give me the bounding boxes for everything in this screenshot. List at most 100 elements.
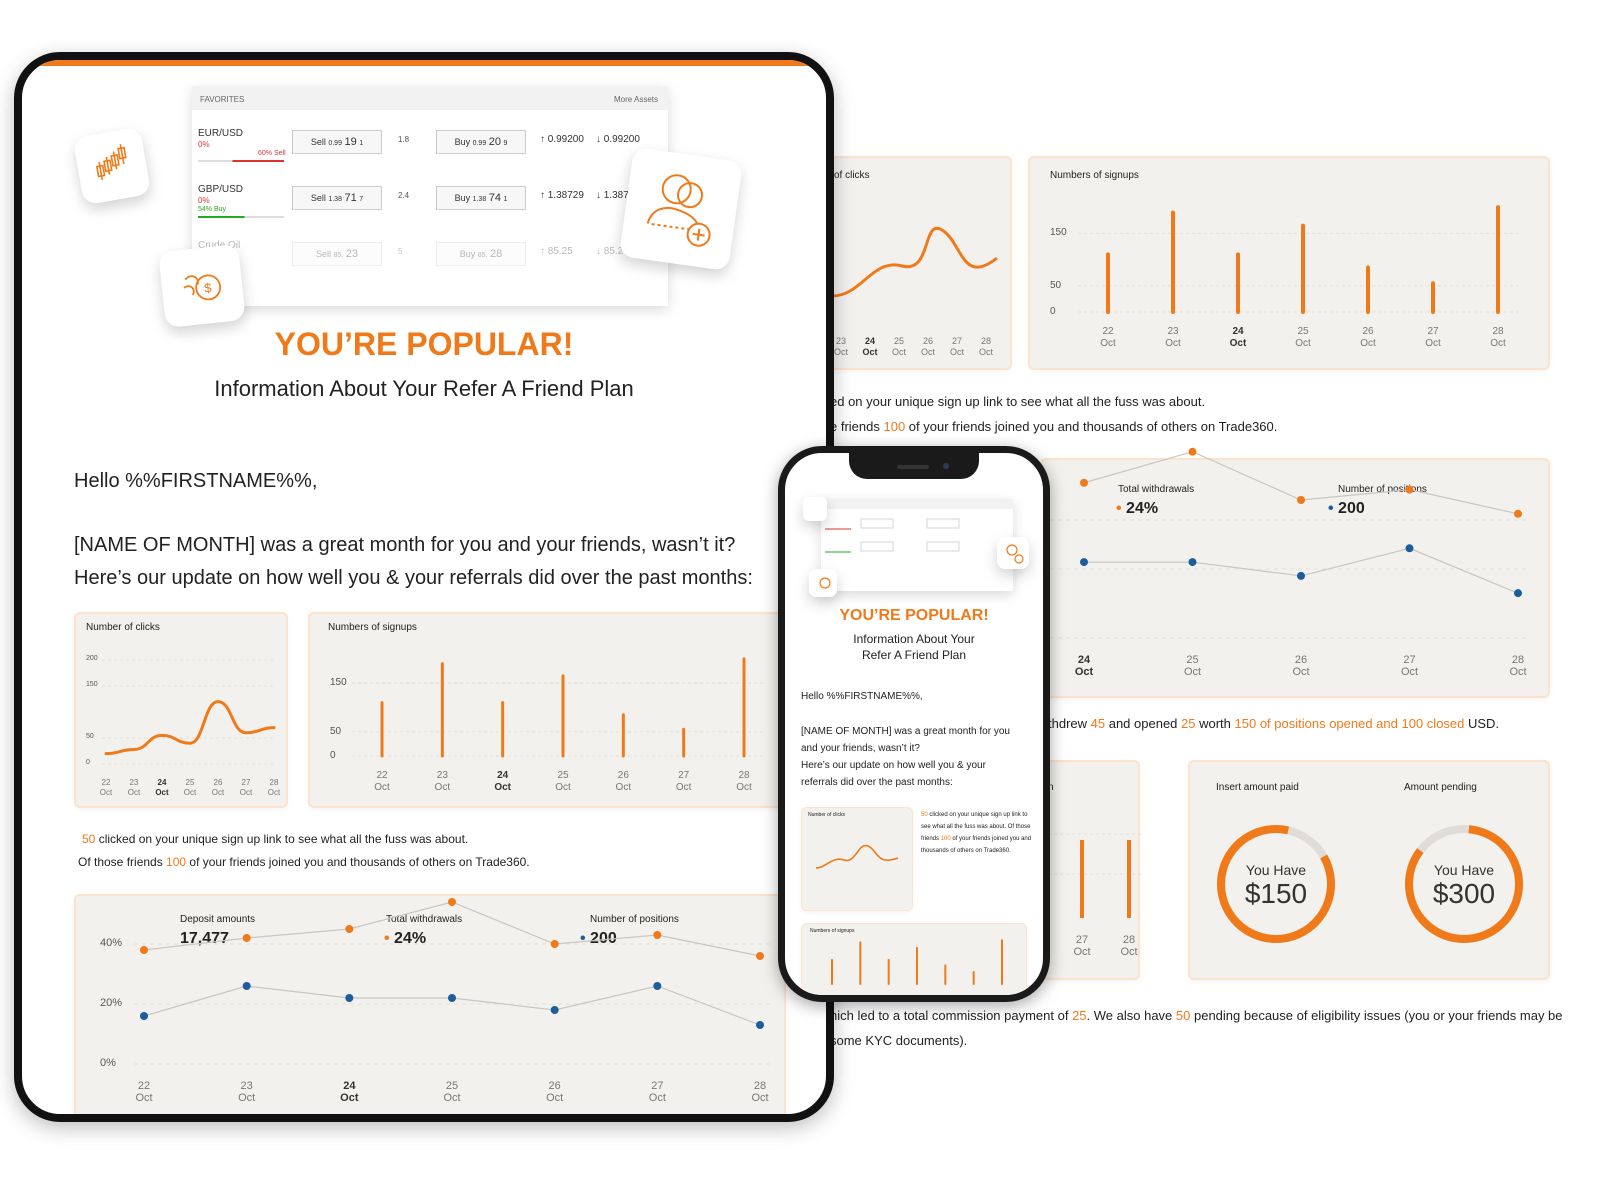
buy-button[interactable]: Buy 0.99 20 9 (436, 130, 526, 154)
paid-value: $150 (1244, 878, 1308, 909)
line-series-line (143, 901, 761, 957)
bg-signups-xtick: 23 Oct (1165, 326, 1181, 349)
bg-line-point (1188, 558, 1197, 567)
positions-label: Number of positions (590, 914, 679, 925)
bg-small-bar-card: n 27 Oct 28 Oct (1040, 760, 1142, 980)
bg-clicks-title: of clicks (834, 170, 870, 181)
intro-line-2: Here’s our update on how well you & your… (74, 567, 753, 589)
line-point (653, 931, 662, 939)
favorites-panel: FAVORITES More Assets EUR/USD 0% 60% Sell S… (192, 86, 668, 306)
bg-line-xtick: 24 Oct (1074, 654, 1094, 678)
signups-ytick: 150 (330, 677, 347, 689)
tablet-screen: FAVORITES More Assets EUR/USD 0% 60% Sell S… (22, 60, 826, 1114)
clicks-xtick: 22 Oct (99, 778, 113, 797)
spread-value: 2.4 (398, 191, 410, 200)
bg-withdraw-label: Total withdrawals (1118, 484, 1195, 495)
bg-signups-card: Numbers of signups 150 50 0 22 Oct 23 Oct 24 Oct… (1028, 156, 1550, 370)
deposit-label: Deposit amounts (180, 914, 256, 925)
phone-clicks-title: Number of clicks (808, 812, 845, 818)
bg-clicks-xtick: 24 Oct (862, 336, 878, 357)
phone-clicks-card: Number of clicks (801, 807, 913, 911)
line-point (448, 898, 456, 906)
accent-bar (22, 60, 826, 66)
camera-dot (943, 463, 949, 469)
sentiment-bar (198, 216, 284, 218)
bg-signups-xtick: 26 Oct (1360, 326, 1376, 349)
bg-commission-sentence: hich led to a total commission payment o… (830, 1008, 1563, 1023)
bg-small-xtick: 28 Oct (1120, 934, 1138, 958)
favorites-label: FAVORITES (200, 95, 245, 104)
page-subtitle: Information About Your Refer A Friend Pl… (214, 376, 634, 401)
line-point (550, 940, 559, 948)
bg-clicks-xtick: 26 Oct (920, 336, 935, 357)
deposit-value: 17,477 (180, 930, 229, 947)
page-title: YOU’RE POPULAR! (274, 326, 574, 362)
line-series-line (143, 985, 761, 1026)
phone-clicks-sentence: 50 clicked on your unique sign up link t… (921, 812, 1032, 854)
line-ytick: 40% (100, 937, 123, 949)
line-ytick: 0% (100, 1057, 116, 1069)
sell-button[interactable]: Sell 1.38 71 7 (292, 186, 382, 210)
positions-value: • 200 (580, 930, 617, 947)
speaker-slot (897, 465, 929, 469)
withdraw-value: • 24% (384, 930, 427, 947)
clicks-series-line (104, 700, 276, 756)
line-xtick: 26 Oct (546, 1080, 564, 1104)
bg-clicks-line (831, 226, 998, 298)
bg-signups-ytick: 0 (1050, 306, 1056, 317)
phone-clicks-line (815, 844, 899, 869)
coin-tile: $ (158, 244, 246, 328)
bg-signups-ytick: 50 (1050, 279, 1062, 291)
phone-screen: YOU’RE POPULAR! Information About Your R… (785, 453, 1043, 995)
clicks-ytick: 50 (86, 733, 94, 740)
signups-xtick: 27 Oct (675, 770, 692, 793)
bg-signups-title: Numbers of signups (1050, 170, 1139, 181)
clicks-xtick: 23 Oct (127, 778, 141, 797)
clicks-ytick: 0 (86, 759, 90, 766)
phone-fav-rows (825, 518, 960, 553)
line-xtick: 25 Oct (443, 1080, 461, 1104)
friends-number: 100 (166, 855, 187, 869)
sell-button[interactable]: Sell 0.99 19 1 (292, 130, 382, 154)
bg-sentence-2: e friends 100 of your friends joined you… (830, 419, 1277, 434)
buy-button[interactable]: Buy 85. 28 (436, 242, 526, 266)
bg-positions-value: • 200 (1328, 500, 1365, 517)
bg-line-xtick: 26 Oct (1292, 654, 1310, 678)
clicks-ytick: 150 (86, 681, 98, 688)
sell-button[interactable]: Sell 85. 23 (292, 242, 382, 266)
more-assets-link[interactable]: More Assets (613, 95, 658, 104)
bg-positions-label: Number of positions (1338, 484, 1427, 495)
line-point (242, 934, 251, 942)
bg-clicks-xtick: 23 Oct (833, 336, 848, 357)
signups-xtick: 24 Oct (494, 770, 511, 793)
line-point (140, 1012, 148, 1020)
bg-signups-xtick: 28 Oct (1490, 326, 1506, 349)
signups-xtick: 28 Oct (736, 770, 752, 793)
phone-favorites (821, 499, 1013, 591)
low-value: ↓ 0.99200 (596, 134, 640, 145)
clicks-xtick: 27 Oct (239, 778, 253, 797)
add-user-icon (646, 174, 711, 247)
buy-button[interactable]: Buy 1.38 74 1 (436, 186, 526, 210)
bg-line-xtick: 28 Oct (1509, 654, 1527, 678)
low-value: ↓ 1.3872 (596, 190, 635, 201)
phone-intro-1: [NAME OF MONTH] was a great month for yo… (801, 726, 1010, 754)
bg-signups-xtick: 27 Oct (1425, 326, 1441, 349)
phone-coin-tile (809, 569, 837, 597)
bg-s2-pre: e friends (830, 419, 884, 434)
phone-title: YOU’RE POPULAR! (839, 607, 989, 624)
intro-line-1: [NAME OF MONTH] was a great month for yo… (74, 534, 736, 556)
bg-clicks-xtick: 28 Oct (978, 336, 993, 357)
asset-name: EUR/USD (198, 128, 244, 139)
pending-label: Amount pending (1404, 782, 1477, 793)
signups-chart-title: Numbers of signups (328, 622, 417, 633)
candlestick-icon (95, 144, 127, 181)
bg-line-series-line (1083, 451, 1519, 515)
pending-you-have: You Have (1433, 862, 1495, 878)
signups-chart-card: Numbers of signups 150 50 0 22 Oct 23 Oct 24 Oct… (308, 612, 786, 808)
bg-signups-xtick: 24 Oct (1229, 326, 1247, 349)
bg-line-point (1297, 571, 1305, 580)
line-point (756, 1021, 764, 1029)
paid-donut (1217, 825, 1523, 943)
signups-ytick: 0 (330, 750, 336, 761)
